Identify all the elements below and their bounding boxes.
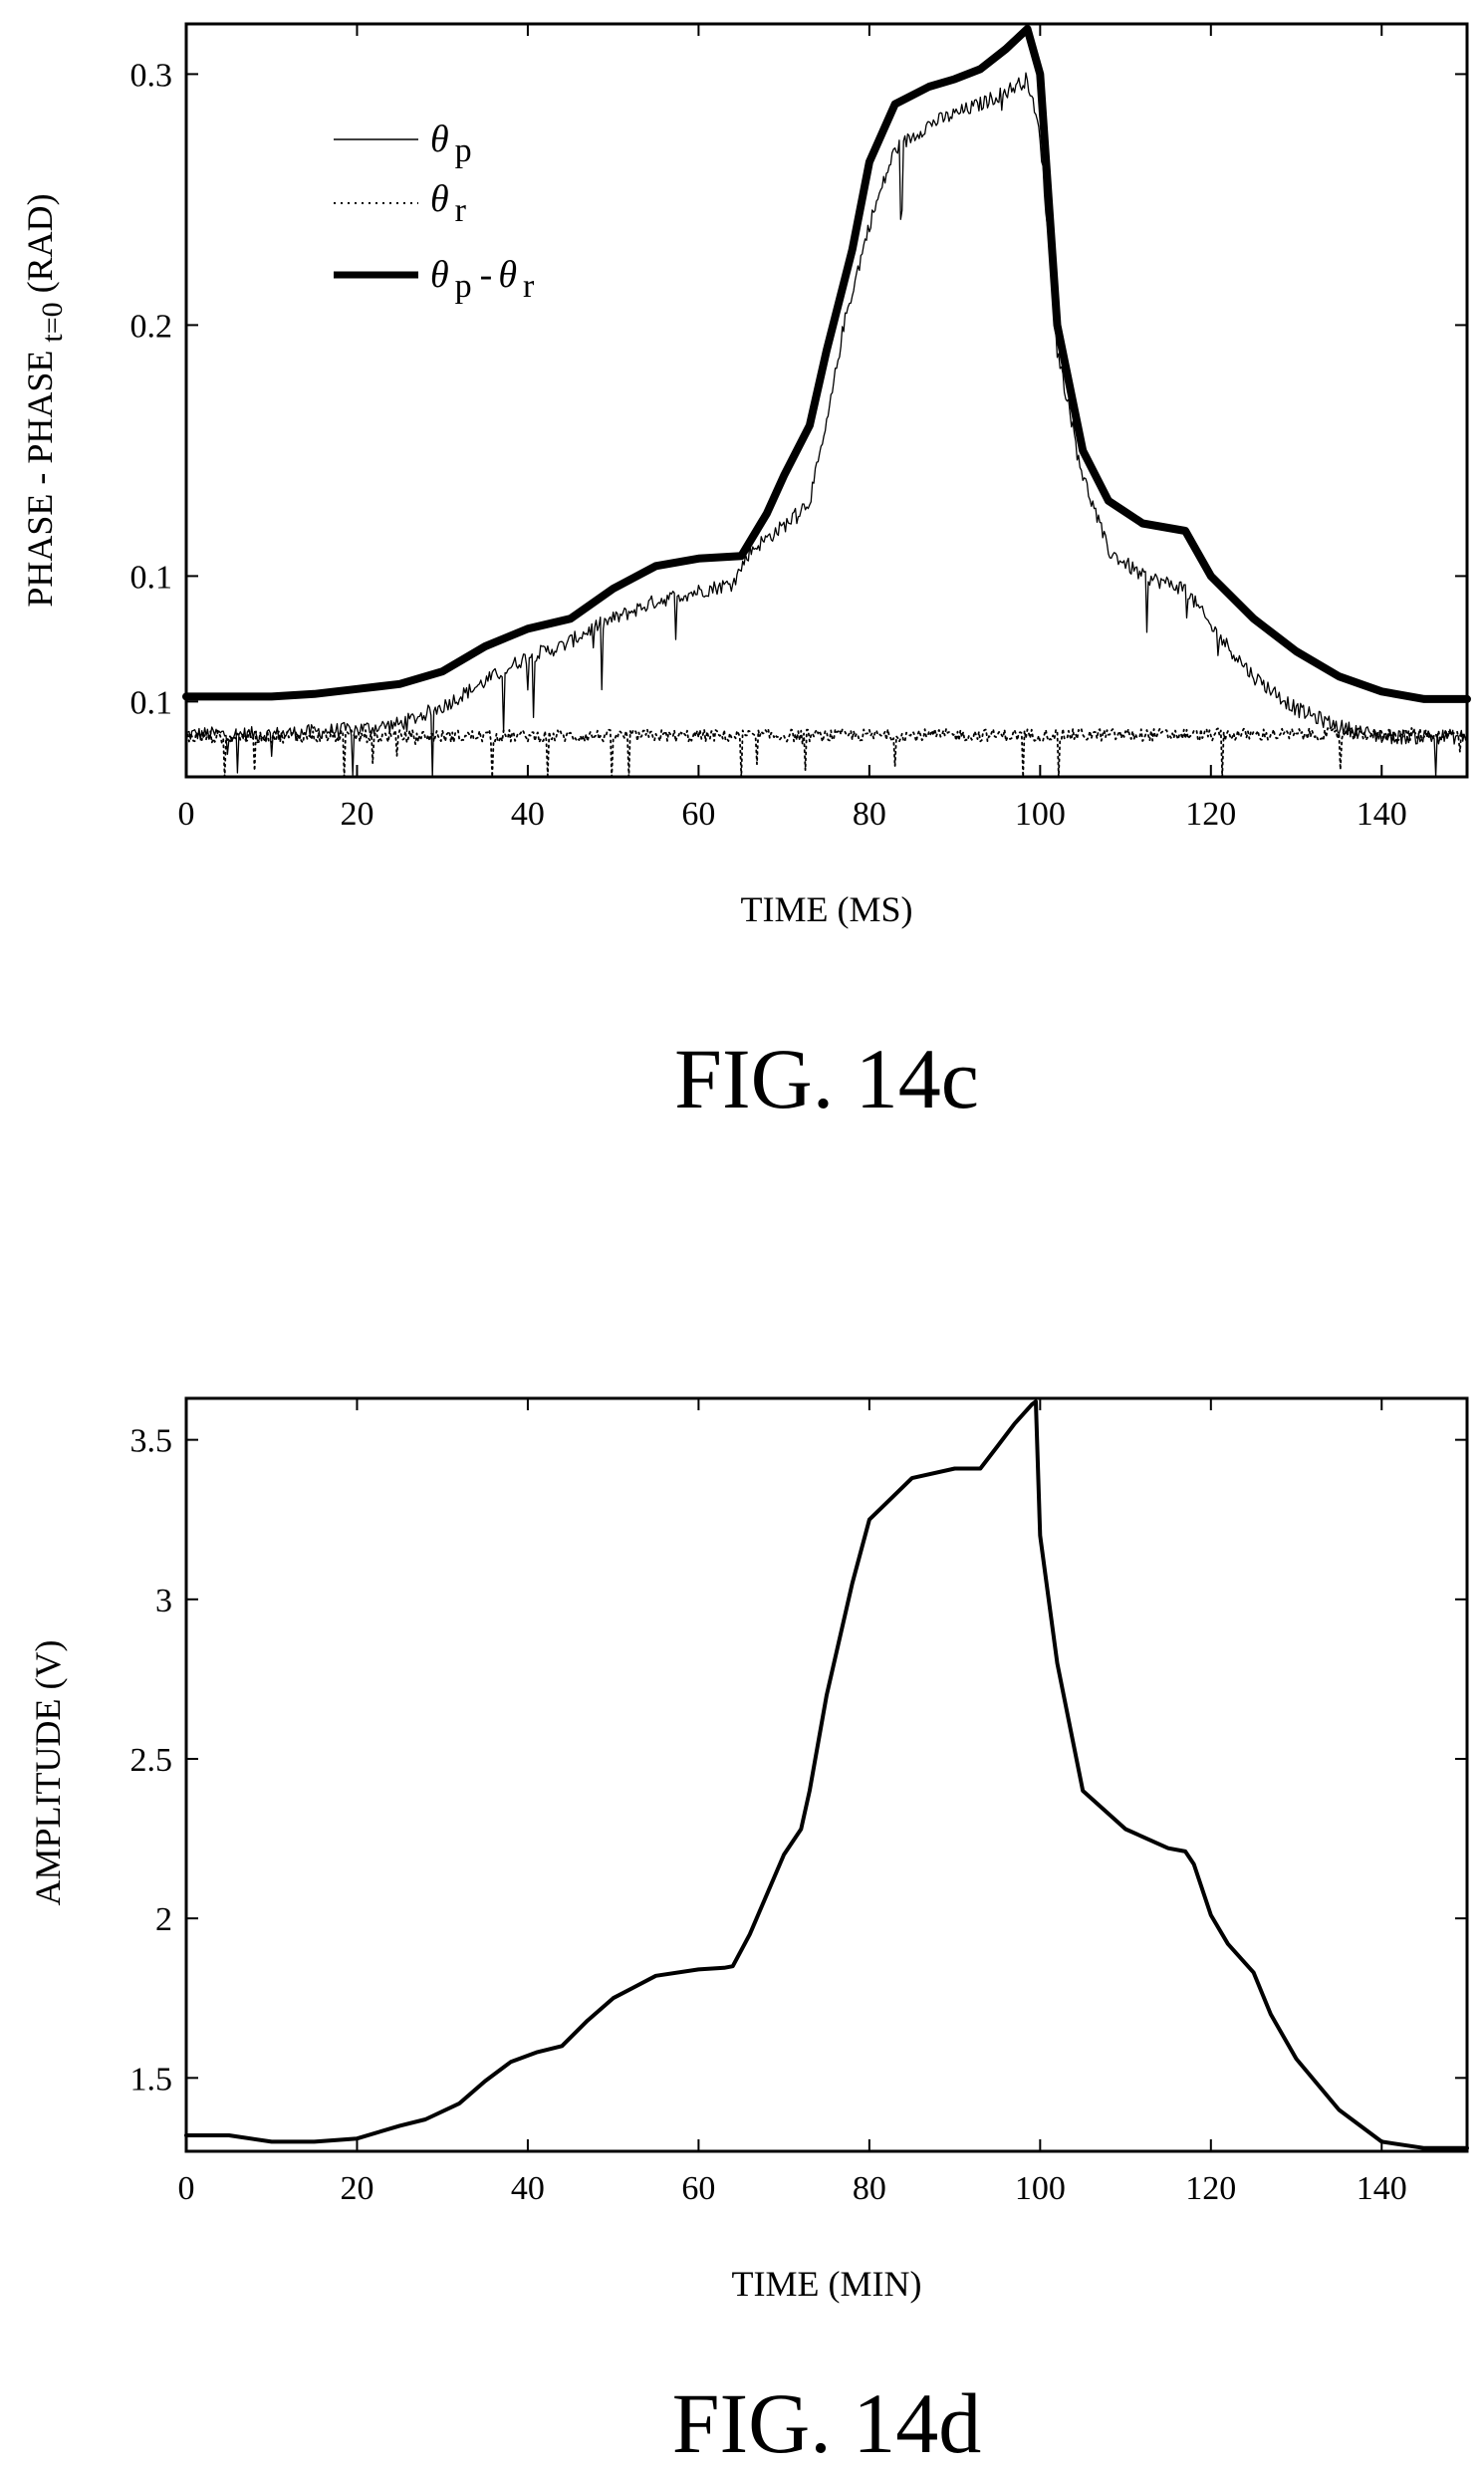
x-tick-label: 0 <box>178 2170 195 2207</box>
series-line-0-2 <box>182 25 1471 703</box>
y-tick-label: 0.1 <box>130 684 173 721</box>
amplitude-ticks-layer: 0 20 40 60 80 100 120 140 3.5 3 2.5 2 1.5 <box>130 1398 1467 2207</box>
amplitude-y-axis-label: AMPLITUDE (V) <box>28 1640 68 1906</box>
x-tick-label: 20 <box>340 2170 373 2207</box>
figure-caption-14d: FIG. 14d <box>672 2375 982 2471</box>
y-tick-label: 0.2 <box>130 308 173 345</box>
x-tick-label: 140 <box>1357 796 1407 833</box>
phase-series-layer <box>182 25 1471 778</box>
series-line-0-1 <box>185 727 1468 778</box>
y-tick-label: 3 <box>155 1583 172 1619</box>
y-tick-label: 1.5 <box>130 2061 173 2098</box>
amplitude-series-layer <box>184 1399 1469 2150</box>
x-tick-label: 40 <box>511 2170 545 2207</box>
x-tick-label: 60 <box>681 2170 715 2207</box>
x-tick-label: 0 <box>178 796 195 833</box>
x-tick-label: 80 <box>853 796 886 833</box>
phase-plot-frame <box>184 22 1469 779</box>
amplitude-chart: 0 20 40 60 80 100 120 140 3.5 3 2.5 2 1.5 TIME (MIN)… <box>28 1396 1469 2471</box>
amplitude-plot-frame <box>184 1396 1469 2153</box>
phase-x-axis-label: TIME (MS) <box>741 889 913 929</box>
y-tick-label: 0.1 <box>130 559 173 596</box>
x-tick-label: 120 <box>1185 2170 1236 2207</box>
amplitude-x-axis-label: TIME (MIN) <box>732 2264 922 2304</box>
x-tick-label: 40 <box>511 796 545 833</box>
x-tick-label: 100 <box>1015 2170 1066 2207</box>
x-tick-label: 140 <box>1357 2170 1407 2207</box>
x-tick-label: 60 <box>681 796 715 833</box>
phase-ticks-layer: 0 20 40 60 80 100 120 140 0.3 0.2 0.1 0.1 <box>130 24 1467 833</box>
figure-caption-14c: FIG. 14c <box>674 1031 979 1126</box>
x-tick-label: 80 <box>853 2170 886 2207</box>
x-tick-label: 120 <box>1185 796 1236 833</box>
x-tick-label: 20 <box>340 796 373 833</box>
x-tick-label: 100 <box>1015 796 1066 833</box>
series-line-1-0 <box>184 1399 1469 2150</box>
phase-y-axis-label: PHASE - PHASEt=0 (RAD) <box>20 193 69 607</box>
series-line-0-0 <box>185 72 1468 778</box>
y-tick-label: 2.5 <box>130 1742 173 1779</box>
y-tick-label: 3.5 <box>130 1423 173 1460</box>
y-tick-label: 0.3 <box>130 57 173 94</box>
y-tick-label: 2 <box>155 1901 172 1938</box>
